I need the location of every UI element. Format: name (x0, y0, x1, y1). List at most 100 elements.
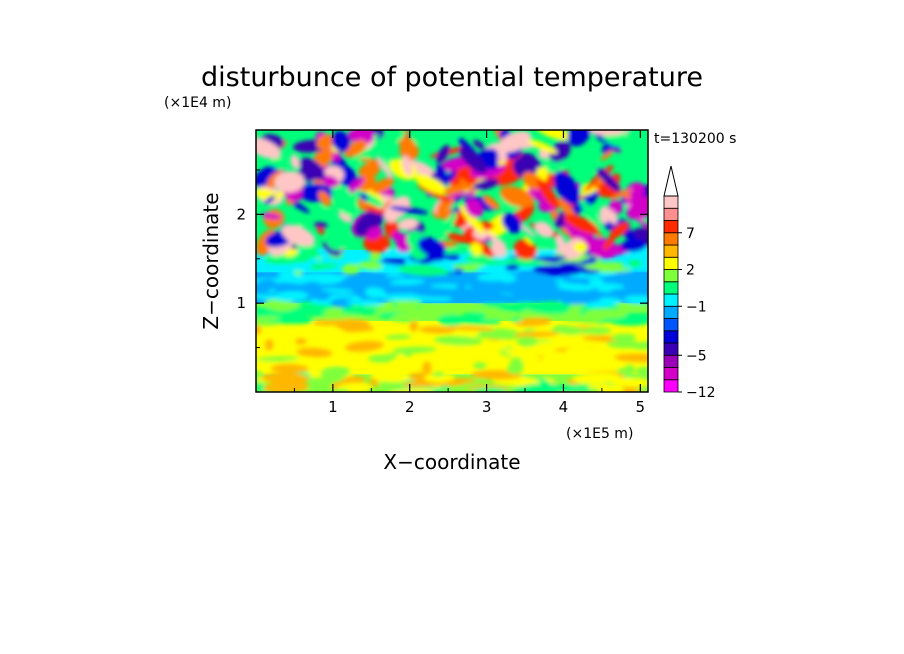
field-blob (481, 303, 532, 309)
colorbar-cell (663, 367, 679, 381)
field-blob (295, 338, 307, 345)
time-annotation: t=130200 s (654, 131, 736, 147)
field-blob (459, 203, 486, 235)
field-blob (409, 319, 419, 332)
y-tick-label: 1 (236, 294, 246, 312)
field-blob (414, 173, 448, 195)
field-blob (459, 147, 487, 174)
field-blob (621, 189, 631, 200)
field-blob (341, 263, 361, 275)
field-blob (528, 139, 558, 154)
field-blob (578, 188, 599, 197)
field-blob (587, 161, 598, 172)
field-blob (462, 382, 477, 388)
field-blob (602, 234, 616, 251)
field-blob (270, 156, 286, 170)
colorbar-cell (663, 220, 679, 234)
field-blob (506, 363, 524, 375)
field-blob (290, 154, 300, 170)
field-blob (456, 283, 466, 291)
field-blob (320, 359, 348, 364)
field-blob (318, 190, 332, 207)
field-blob (358, 162, 381, 179)
field-blob (385, 334, 412, 340)
field-blob (256, 310, 295, 317)
field-blob (299, 157, 326, 181)
field-blob (564, 347, 616, 358)
field-blob (482, 152, 499, 171)
field-blob (364, 288, 387, 299)
field-blob (447, 385, 468, 392)
field-blob (391, 346, 437, 354)
field-blob (473, 362, 487, 369)
field-blob (261, 212, 282, 220)
field-blob (359, 158, 384, 164)
field-blob (594, 283, 625, 290)
field-blob (559, 293, 596, 305)
colorbar-cell (663, 281, 679, 295)
field-blob (597, 267, 632, 273)
field-blob (419, 326, 456, 334)
colorbar-label: 2 (686, 263, 695, 279)
colorbar-cell (663, 305, 679, 319)
x-tick-label: 4 (559, 398, 569, 416)
field-blob (330, 297, 356, 308)
field-blob (377, 380, 408, 390)
field-blob (256, 136, 282, 159)
field-blob (553, 171, 581, 205)
field-blob (321, 175, 340, 188)
field-blob (265, 302, 300, 310)
field-blob (489, 234, 500, 249)
y-tick-label: 2 (236, 205, 246, 223)
x-axis-label: X−coordinate (383, 450, 520, 474)
field-blob (376, 133, 393, 150)
field-blob (382, 287, 400, 294)
field-blobs (256, 130, 648, 392)
field-blob (319, 366, 351, 379)
field-blob (368, 355, 393, 363)
field-blob (522, 171, 542, 190)
field-blob (533, 300, 572, 312)
field-blob (447, 191, 477, 199)
field-blob (264, 339, 274, 351)
field-blob (338, 211, 353, 223)
field-blob (513, 383, 563, 392)
field-blob (270, 363, 309, 374)
field-blob (369, 252, 382, 262)
field-blob (614, 353, 648, 363)
field-blob (439, 385, 450, 391)
field-blob (389, 210, 406, 224)
field-blob (578, 197, 602, 230)
colorbar-extend-arrow (663, 165, 679, 197)
field-blob (513, 201, 535, 224)
field-blob (389, 278, 426, 286)
colorbar-cell (663, 244, 679, 258)
colorbar: −12−5−127 (663, 165, 716, 401)
field-blob (573, 242, 588, 253)
field-blob (409, 289, 454, 298)
field-blob (609, 188, 633, 201)
x-axis-unit: (×1E5 m) (566, 426, 633, 442)
colorbar-cell (663, 342, 679, 356)
field-blob (359, 193, 369, 201)
field-blob (457, 348, 484, 357)
field-blob (534, 221, 554, 238)
field-blob (474, 333, 522, 339)
field-blob (387, 130, 406, 144)
colorbar-cell (663, 330, 679, 344)
field-blob (620, 238, 647, 252)
field-blob (256, 356, 300, 362)
field-blob (326, 231, 350, 251)
field-blob (340, 306, 379, 315)
field-blob (520, 355, 542, 363)
field-blob (499, 186, 535, 208)
field-blob (389, 206, 429, 215)
field-blob (564, 213, 599, 235)
field-blob (446, 325, 495, 331)
field-blob (510, 317, 523, 323)
field-blob (523, 235, 534, 245)
colorbar-cell (663, 354, 679, 368)
colorbar-cell (663, 207, 679, 221)
field-blob (313, 292, 330, 301)
